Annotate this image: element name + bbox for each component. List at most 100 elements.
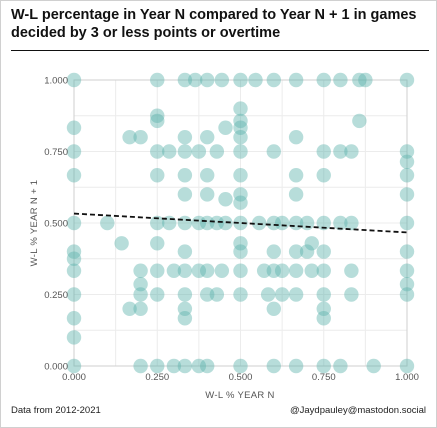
y-tick-labels: 0.000 0.250 0.500 0.750 1.000 <box>44 76 68 373</box>
data-point <box>66 330 82 345</box>
data-point <box>150 144 165 159</box>
data-point <box>316 168 331 183</box>
data-point <box>344 215 359 231</box>
data-point <box>233 244 248 259</box>
data-point <box>358 72 373 88</box>
data-point <box>133 263 148 278</box>
data-point <box>133 287 148 302</box>
data-point <box>150 287 165 302</box>
data-point <box>233 72 248 88</box>
data-point <box>304 263 319 278</box>
data-point <box>233 101 248 116</box>
y-tick-label: 0.250 <box>44 290 68 301</box>
data-point <box>399 215 415 231</box>
data-point <box>399 154 415 169</box>
data-point <box>333 144 348 159</box>
data-point <box>399 144 415 159</box>
data-point <box>66 168 82 183</box>
data-point <box>251 215 267 231</box>
data-point <box>316 358 331 374</box>
title-divider <box>11 50 429 51</box>
data-point <box>177 263 193 278</box>
data-point <box>214 263 230 278</box>
data-point <box>133 130 148 145</box>
data-point <box>344 287 359 302</box>
data-point <box>200 72 215 88</box>
data-point <box>399 187 415 202</box>
data-point <box>233 187 248 202</box>
data-point <box>299 215 315 231</box>
data-point <box>133 277 148 292</box>
data-point <box>150 358 165 374</box>
data-point <box>288 72 304 88</box>
data-point <box>200 168 215 183</box>
data-point <box>233 358 248 374</box>
data-point <box>177 130 193 145</box>
data-point <box>399 244 415 259</box>
data-point <box>344 263 359 278</box>
data-point <box>133 358 148 374</box>
data-point <box>191 215 207 231</box>
data-point <box>191 144 207 159</box>
data-point <box>177 358 193 374</box>
data-point <box>177 72 193 88</box>
x-tick-labels: 0.000 0.250 0.500 0.750 1.000 <box>62 372 419 383</box>
data-point <box>274 287 290 302</box>
data-point <box>66 311 82 326</box>
data-point <box>288 263 304 278</box>
x-tick-label: 0.500 <box>229 372 253 383</box>
data-point <box>266 144 281 159</box>
data-point <box>200 187 215 202</box>
y-tick-label: 0.750 <box>44 147 68 158</box>
data-point <box>233 113 248 129</box>
data-point <box>162 144 177 159</box>
plot-area-border <box>73 79 408 367</box>
data-point <box>288 287 304 302</box>
data-point <box>399 277 415 292</box>
data-point <box>200 130 215 145</box>
data-point <box>166 263 182 278</box>
data-point <box>266 358 281 374</box>
data-point <box>66 244 82 259</box>
y-axis-label: W-L % YEAR N + 1 <box>29 180 40 267</box>
data-point <box>66 120 82 135</box>
data-point <box>288 187 304 202</box>
chart-title: W-L percentage in Year N compared to Yea… <box>11 7 417 41</box>
data-point <box>177 187 193 202</box>
data-point <box>274 215 290 231</box>
data-point <box>316 301 331 316</box>
data-point <box>209 144 225 159</box>
data-point <box>274 263 290 278</box>
data-point <box>214 72 230 88</box>
data-point <box>304 236 319 251</box>
data-point <box>299 244 315 259</box>
data-point <box>266 215 281 231</box>
x-tick-label: 1.000 <box>395 372 419 383</box>
data-point <box>218 215 233 231</box>
data-point <box>233 263 248 278</box>
data-point <box>122 130 137 145</box>
data-point <box>266 244 281 259</box>
data-point <box>122 301 137 316</box>
data-point <box>177 168 193 183</box>
data-point <box>218 120 233 135</box>
data-point <box>66 263 82 278</box>
data-point <box>150 236 165 251</box>
data-point <box>288 358 304 374</box>
data-point <box>333 358 348 374</box>
data-point <box>150 215 165 231</box>
data-point <box>288 168 304 183</box>
data-point <box>366 358 381 374</box>
data-point <box>191 358 207 374</box>
data-point <box>344 144 359 159</box>
data-point <box>333 215 348 231</box>
x-axis-label: W-L % YEAR N <box>205 390 274 401</box>
data-point <box>177 144 193 159</box>
y-tick-label: 1.000 <box>44 76 68 87</box>
data-point <box>233 195 248 210</box>
data-point <box>100 215 115 231</box>
data-point <box>209 215 225 231</box>
data-point <box>316 311 331 326</box>
